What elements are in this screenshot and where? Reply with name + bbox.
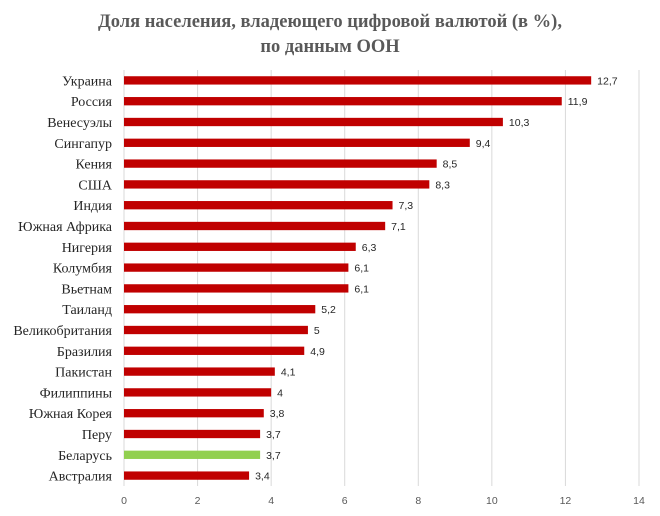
category-label: Австралия: [49, 470, 113, 485]
x-tick-label: 6: [342, 495, 348, 507]
category-label: Индия: [73, 199, 112, 214]
bar: [124, 159, 437, 168]
x-tick-label: 10: [486, 495, 498, 507]
data-label: 11,9: [568, 96, 588, 108]
data-label: 6,1: [354, 283, 369, 295]
bar: [124, 388, 272, 397]
data-label: 4: [277, 387, 283, 399]
data-label: 6,1: [354, 263, 369, 275]
category-label: Филиппины: [40, 386, 113, 401]
data-label: 4,9: [310, 346, 325, 358]
category-label: Великобритания: [13, 324, 112, 339]
x-tick-label: 4: [268, 495, 274, 507]
x-tick-label: 14: [633, 495, 645, 507]
category-label: Южная Африка: [18, 220, 113, 235]
category-label: Сингапур: [54, 137, 112, 152]
data-label: 3,8: [270, 408, 285, 420]
bar: [124, 263, 349, 272]
category-label: Украина: [62, 74, 113, 89]
data-label: 5,2: [321, 304, 336, 316]
bar: [124, 76, 592, 85]
category-label: Вьетнам: [61, 282, 112, 297]
x-tick-label: 0: [121, 495, 127, 507]
category-label: Перу: [82, 428, 112, 443]
gridlines: [123, 70, 640, 486]
chart-title-line-1: Доля населения, владеющего цифровой валю…: [98, 12, 562, 32]
bars: [124, 76, 592, 480]
bar: [124, 471, 250, 480]
bar: [124, 242, 356, 251]
category-label: Пакистан: [55, 366, 112, 381]
bar: [124, 221, 386, 231]
category-labels: Украина Россия Венесуэлы Сингапур Кения США Ин…: [13, 74, 113, 484]
data-label: 7,1: [391, 221, 406, 233]
bar: [124, 409, 264, 418]
x-axis-ticks: 0 2 4 6 8 10 12 14: [121, 495, 645, 507]
x-tick-label: 2: [195, 495, 201, 507]
data-label: 12,7: [597, 75, 618, 87]
category-label: Южная Корея: [29, 407, 113, 422]
data-label: 6,3: [362, 242, 377, 254]
bar: [124, 97, 562, 106]
bar: [124, 201, 393, 210]
category-label: Бразилия: [57, 345, 113, 360]
x-tick-label: 8: [415, 495, 421, 507]
bar: [124, 117, 503, 127]
category-label: Россия: [71, 95, 113, 110]
x-tick-label: 12: [560, 495, 572, 507]
category-label: Беларусь: [58, 449, 112, 464]
data-labels: 12,7 11,9 10,3 9,4 8,5 8,3 7,3 7,1 6,3 6,1 6,1 5,25…: [255, 75, 618, 482]
data-label: 10,3: [509, 117, 530, 129]
bar: [124, 429, 261, 439]
bar: [124, 284, 349, 293]
data-label: 3,7: [266, 450, 281, 462]
data-label: 3,4: [255, 471, 270, 483]
data-label: 7,3: [399, 200, 414, 212]
category-label: Колумбия: [53, 262, 113, 277]
bar: [124, 367, 275, 376]
data-label: 3,7: [266, 429, 281, 441]
data-label: 9,4: [476, 138, 491, 150]
bar: [124, 138, 470, 147]
data-label: 8,5: [443, 159, 458, 171]
data-label: 4,1: [281, 367, 296, 379]
data-label: 8,3: [435, 179, 450, 191]
bar: [124, 305, 316, 314]
category-label: США: [78, 178, 112, 193]
data-label: 5: [314, 325, 320, 337]
category-label: Нигерия: [62, 241, 113, 256]
category-label: Кения: [76, 158, 113, 173]
bar: [124, 346, 305, 355]
bar: [124, 180, 430, 189]
chart-title-line-2: по данным ООН: [260, 37, 400, 57]
bar: [124, 325, 308, 335]
category-label: Таиланд: [62, 303, 112, 318]
category-label: Венесуэлы: [47, 116, 112, 131]
bar: [124, 450, 261, 459]
